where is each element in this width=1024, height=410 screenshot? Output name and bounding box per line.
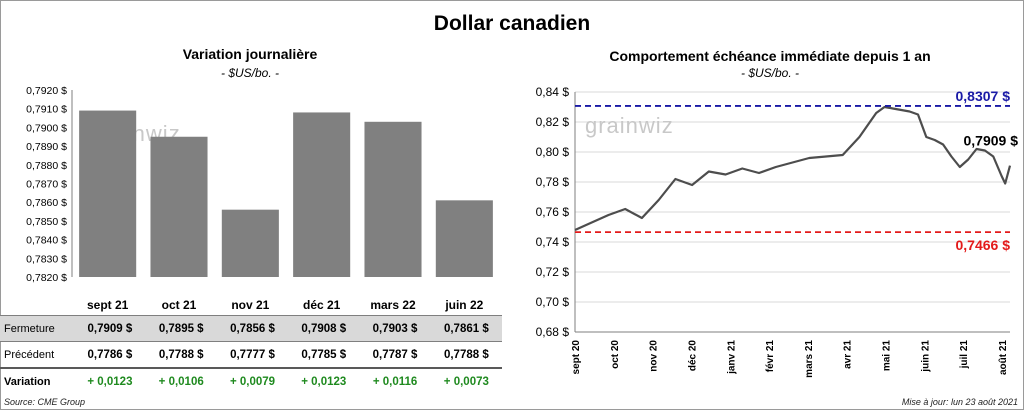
x-tick-label: juin 22 [444, 298, 483, 312]
source-note: Source: CME Group [4, 397, 86, 407]
table-row-variation: Variation + 0,0123 + 0,0106 + 0,0079 + 0… [0, 368, 502, 394]
x-tick-label: déc 21 [303, 298, 341, 312]
x-tick-label: oct 20 [610, 340, 621, 369]
y-tick-label: 0,7890 $ [26, 141, 67, 153]
table-cell: 0,7788 $ [430, 341, 502, 369]
bar [364, 121, 422, 277]
bar [79, 110, 137, 277]
y-tick-label: 0,7840 $ [26, 235, 67, 247]
y-tick-label: 0,82 $ [536, 115, 570, 129]
y-tick-label: 0,68 $ [536, 325, 570, 339]
table-cell: + 0,0073 [443, 375, 489, 388]
last-value-label: 0,7909 $ [964, 133, 1019, 149]
bar [150, 136, 208, 277]
bar-chart: 0,7820 $ 0,7830 $ 0,7840 $ 0,7850 $ 0,7860 $… [26, 85, 493, 312]
x-tick-label: janv 21 [726, 340, 737, 375]
table-cell: + 0,0123 [301, 375, 347, 388]
table-cell: + 0,0106 [158, 375, 204, 388]
y-tick-label: 0,70 $ [536, 295, 570, 309]
y-tick-label: 0,7900 $ [26, 122, 67, 134]
price-table: Fermeture 0,7909 $ 0,7895 $ 0,7856 $ 0,7… [0, 315, 502, 394]
y-tick-label: 0,7860 $ [26, 197, 67, 209]
table-cell: + 0,0123 [87, 375, 133, 388]
table-cell: 0,7786 $ [74, 341, 146, 369]
x-tick-label: sept 21 [87, 298, 129, 312]
line-chart-title: Comportement échéance immédiate depuis 1… [609, 48, 931, 64]
page-title: Dollar canadien [433, 12, 591, 35]
table-cell: + 0,0079 [229, 375, 276, 388]
x-tick-label: nov 20 [649, 340, 660, 372]
table-cell: + 0,0116 [372, 375, 418, 388]
table-cell: 0,7903 $ [359, 315, 431, 342]
table-cell: 0,7909 $ [74, 315, 146, 342]
x-tick-label: juil 21 [959, 340, 970, 370]
table-row-close: Fermeture 0,7909 $ 0,7895 $ 0,7856 $ 0,7… [0, 315, 502, 342]
row-label: Variation [4, 375, 51, 388]
table-cell: 0,7861 $ [430, 315, 502, 342]
table-cell: 0,7788 $ [145, 341, 217, 369]
y-tick-label: 0,74 $ [536, 235, 570, 249]
row-label: Fermeture [0, 315, 75, 342]
x-tick-label: nov 21 [231, 298, 269, 312]
y-tick-label: 0,7870 $ [26, 179, 67, 191]
price-line [574, 105, 1012, 232]
x-tick-label: mai 21 [882, 340, 893, 372]
low-value-label: 0,7466 $ [956, 237, 1011, 253]
y-tick-label: 0,76 $ [536, 205, 570, 219]
table-cell: 0,7777 $ [216, 341, 289, 369]
x-tick-label: mars 21 [804, 340, 815, 378]
y-tick-label: 0,7850 $ [26, 216, 67, 228]
x-tick-label: déc 20 [687, 340, 698, 372]
row-label: Précédent [0, 341, 75, 369]
table-cell: 0,7787 $ [359, 341, 431, 369]
bar [293, 112, 351, 277]
y-tick-label: 0,80 $ [536, 145, 570, 159]
y-tick-label: 0,7880 $ [26, 160, 67, 172]
x-tick-label: oct 21 [162, 298, 197, 312]
line-chart: 0,68 $ 0,70 $ 0,72 $ 0,74 $ 0,76 $ 0,78 $ 0,80… [536, 85, 1019, 378]
table-cell: 0,7785 $ [288, 341, 360, 369]
watermark-logo: grainwiz [585, 113, 674, 138]
y-tick-label: 0,72 $ [536, 265, 570, 279]
y-tick-label: 0,84 $ [536, 85, 570, 99]
update-note: Mise à jour: lun 23 août 2021 [901, 397, 1018, 407]
table-row-previous: Précédent 0,7786 $ 0,7788 $ 0,7777 $ 0,7… [0, 341, 502, 369]
y-tick-label: 0,7910 $ [26, 104, 67, 116]
line-chart-subtitle: - $US/bo. - [740, 66, 800, 80]
x-tick-label: févr 21 [765, 340, 776, 373]
x-tick-label: juin 21 [920, 340, 931, 373]
y-tick-label: 0,7920 $ [26, 85, 67, 97]
x-tick-label: sept 20 [571, 340, 582, 375]
x-tick-label: août 21 [998, 340, 1009, 375]
high-value-label: 0,8307 $ [956, 88, 1011, 104]
table-cell: 0,7856 $ [216, 315, 289, 342]
bar [221, 209, 279, 277]
y-tick-label: 0,78 $ [536, 175, 570, 189]
bar-chart-subtitle: - $US/bo. - [220, 66, 280, 80]
y-tick-label: 0,7820 $ [26, 272, 67, 284]
y-tick-label: 0,7830 $ [26, 253, 67, 265]
bar-chart-title: Variation journalière [182, 46, 318, 62]
x-tick-label: avr 21 [843, 340, 854, 369]
table-cell: 0,7895 $ [145, 315, 217, 342]
table-cell: 0,7908 $ [288, 315, 360, 342]
x-tick-label: mars 22 [370, 298, 416, 312]
bar [435, 200, 493, 277]
